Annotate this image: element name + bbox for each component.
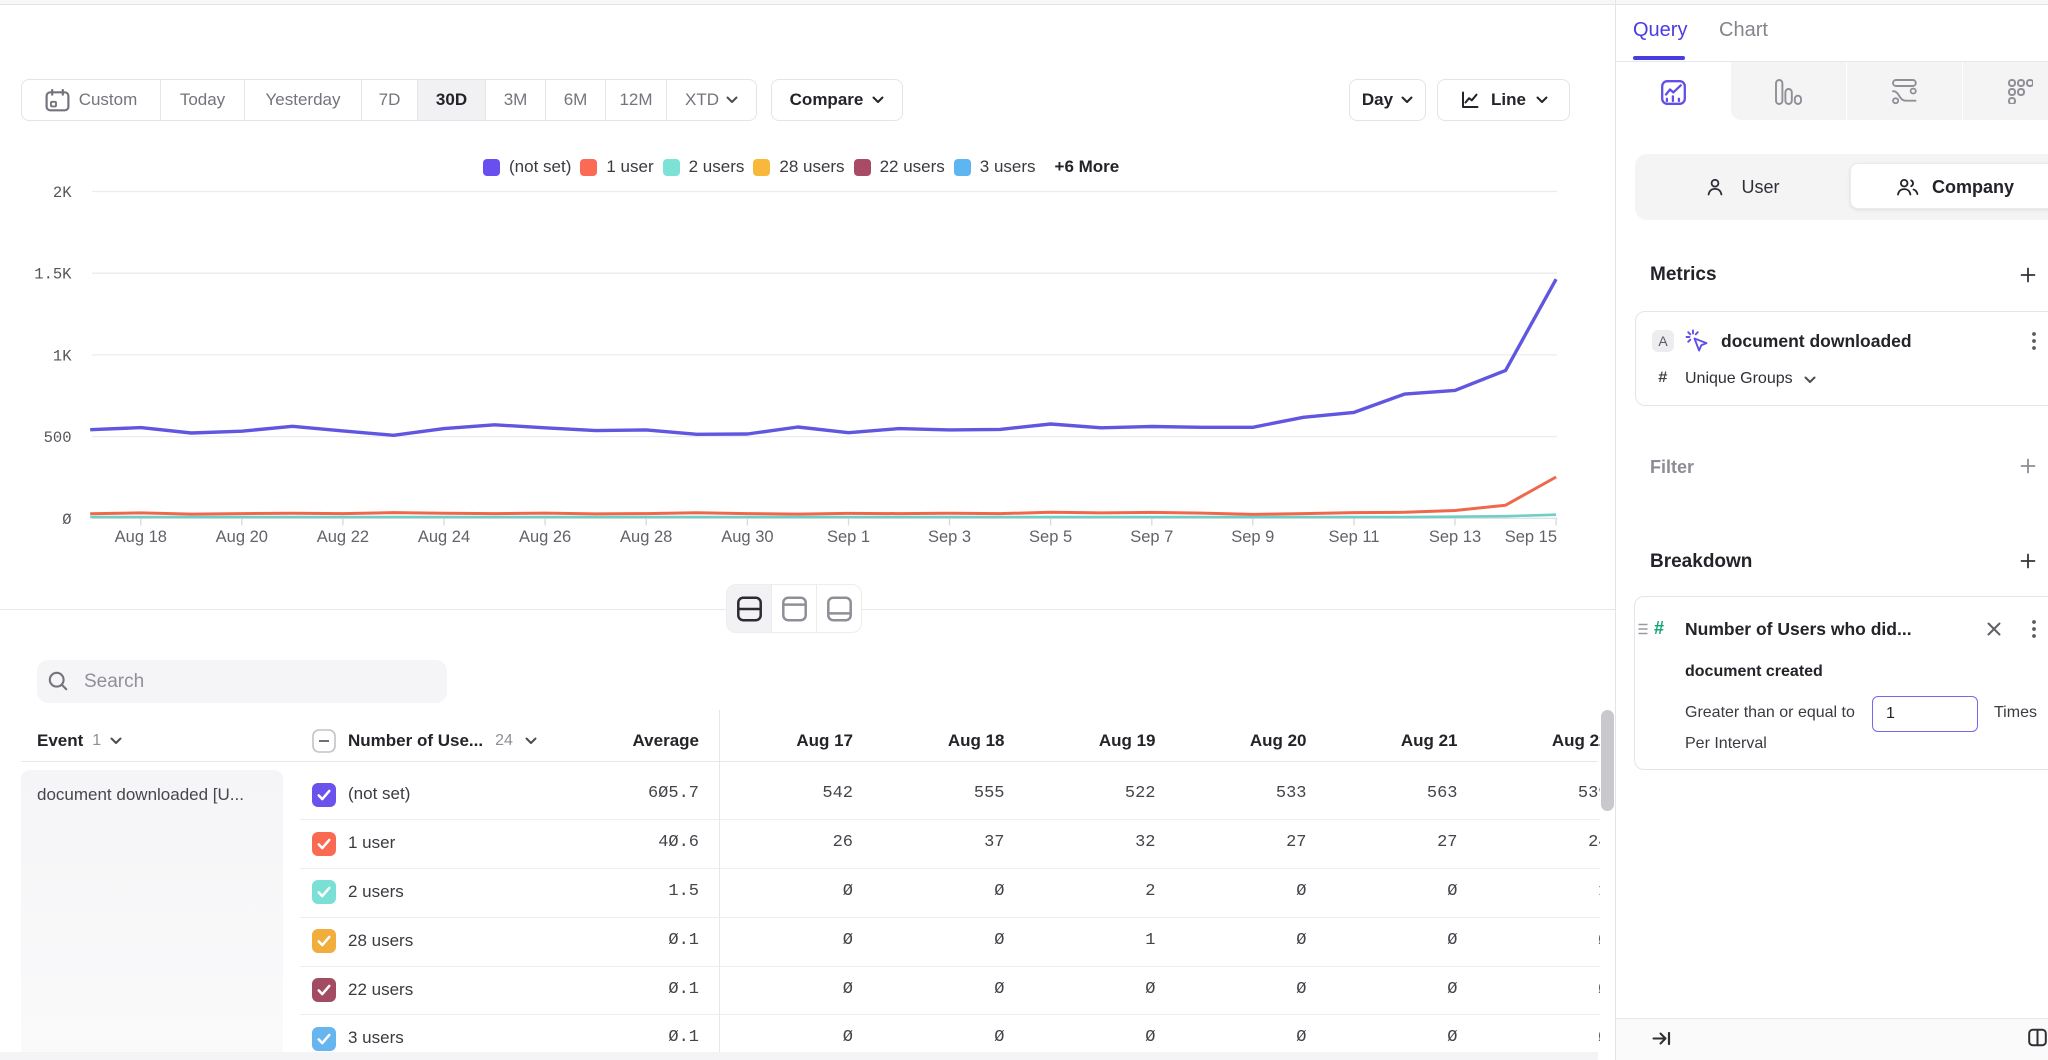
svg-text:1K: 1K [53,347,72,365]
svg-text:Aug 24: Aug 24 [418,528,470,546]
svg-text:Aug 26: Aug 26 [519,528,571,546]
svg-text:Aug 30: Aug 30 [721,528,773,546]
svg-text:Sep 7: Sep 7 [1130,528,1173,546]
svg-text:Aug 18: Aug 18 [115,528,167,546]
svg-text:Ø: Ø [62,511,71,529]
svg-text:2K: 2K [53,184,72,202]
svg-text:Sep 9: Sep 9 [1231,528,1274,546]
svg-text:Sep 5: Sep 5 [1029,528,1072,546]
svg-text:Aug 22: Aug 22 [317,528,369,546]
svg-text:Aug 20: Aug 20 [216,528,268,546]
svg-text:Aug 28: Aug 28 [620,528,672,546]
svg-text:500: 500 [44,429,72,447]
svg-text:Sep 3: Sep 3 [928,528,971,546]
svg-text:Sep 15: Sep 15 [1505,528,1557,546]
svg-text:Sep 1: Sep 1 [827,528,870,546]
svg-text:Sep 11: Sep 11 [1328,528,1379,546]
svg-text:Sep 13: Sep 13 [1429,528,1481,546]
svg-text:1.5K: 1.5K [34,266,72,284]
